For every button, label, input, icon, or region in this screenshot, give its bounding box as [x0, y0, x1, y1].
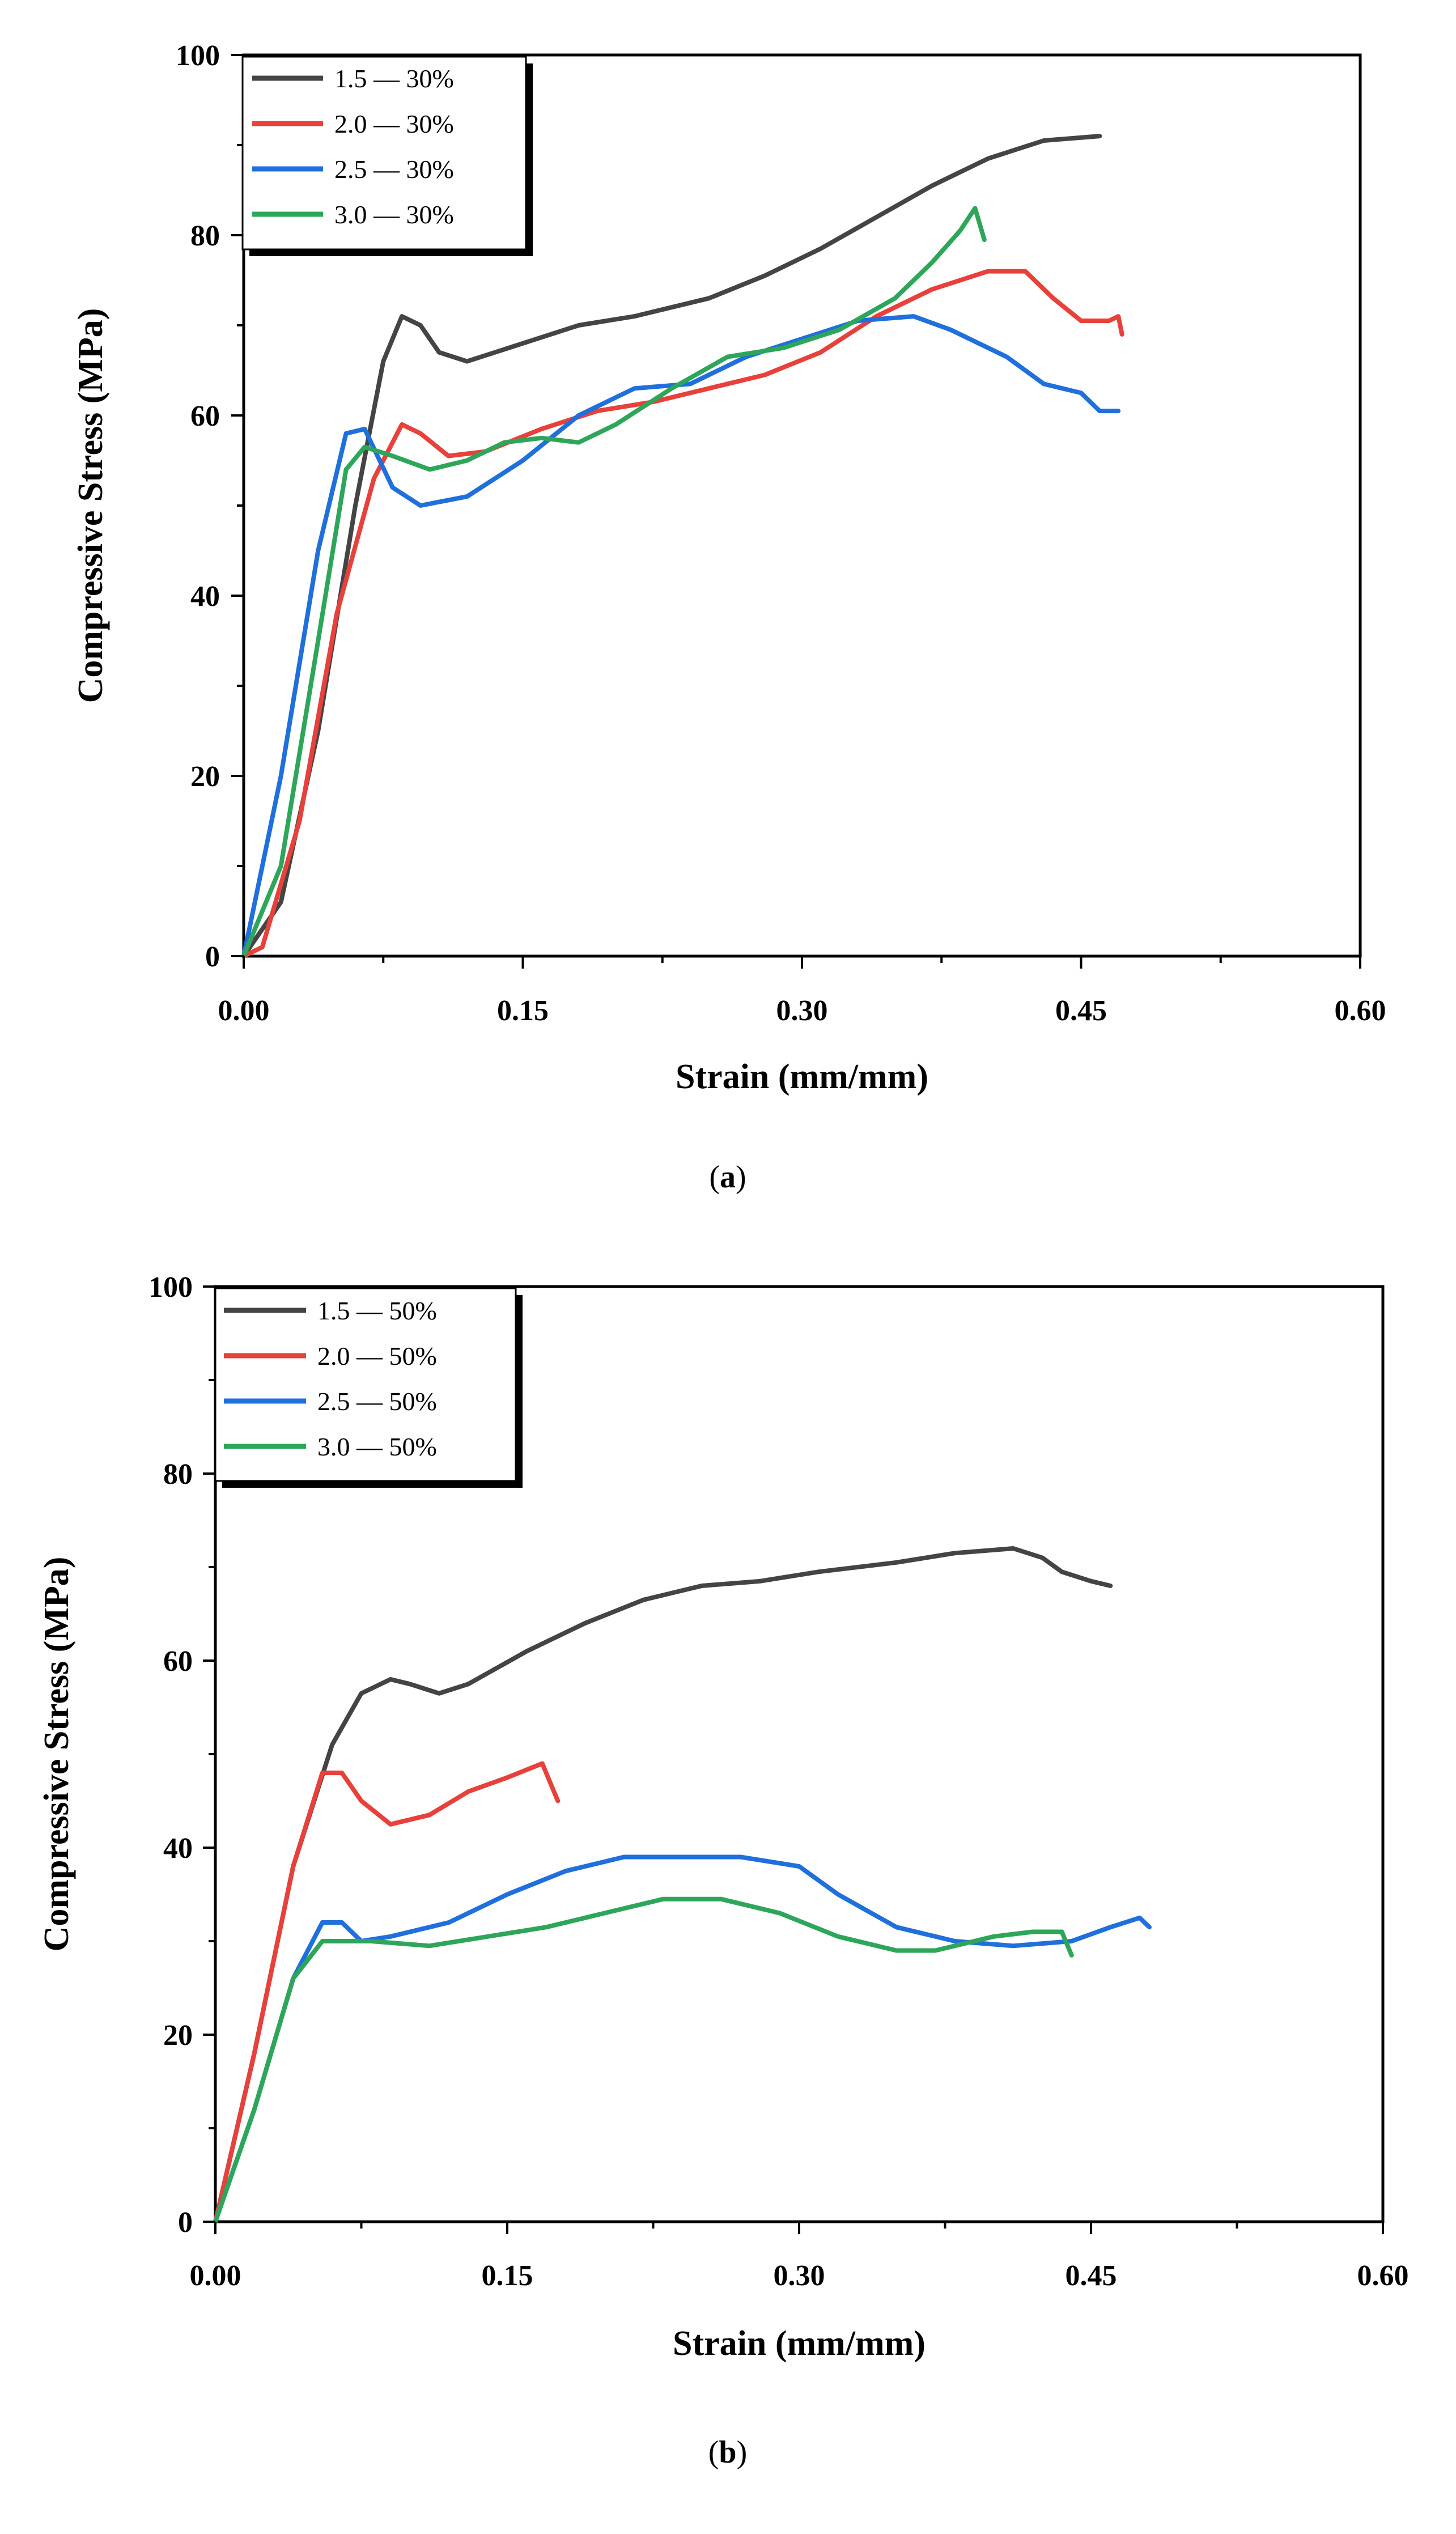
x-tick-label: 0.00	[190, 2260, 241, 2292]
y-axis-title: Compressive Stress (MPa)	[71, 308, 110, 703]
x-tick-label: 0.45	[1055, 995, 1107, 1027]
legend-label: 1.5 — 50%	[317, 1296, 437, 1325]
x-tick-label: 0.30	[776, 995, 828, 1027]
chart-panel-a: 0.00 0.15 0.30 0.45 0.60 0 20 40 60 80 1…	[71, 40, 1386, 1195]
series-line-0	[241, 134, 1102, 958]
tick-layer	[203, 1285, 1384, 2234]
series-line-0	[213, 1546, 1113, 2224]
chart-panel-b: 0.00 0.15 0.30 0.45 0.60 0 20 40 60 80 1…	[37, 1271, 1409, 2470]
legend-label: 2.5 — 50%	[317, 1387, 437, 1416]
x-axis-title: Strain (mm/mm)	[673, 2324, 926, 2363]
legend: 1.5 — 30% 2.0 — 30% 2.5 — 30% 3.0 — 30%	[241, 56, 533, 256]
tick-layer	[231, 54, 1361, 969]
y-tick-label: 0	[205, 941, 220, 973]
legend-label: 3.0 — 30%	[334, 200, 454, 229]
y-tick-label: 40	[163, 1832, 193, 1865]
legend-label: 1.5 — 30%	[334, 64, 454, 93]
series-line-3	[213, 1896, 1074, 2224]
series-layer	[241, 134, 1124, 958]
y-tick-label: 60	[163, 1645, 193, 1678]
x-tick-label: 0.15	[482, 2260, 533, 2292]
panel-caption: (b)	[708, 2435, 747, 2470]
series-line-3	[241, 206, 987, 958]
y-tick-label: 60	[190, 400, 220, 432]
x-tick-label: 0.60	[1357, 2260, 1409, 2292]
y-tick-label: 0	[178, 2206, 193, 2239]
y-tick-label: 20	[190, 761, 220, 793]
x-tick-label: 0.00	[218, 995, 270, 1027]
y-tick-label: 20	[163, 2019, 193, 2052]
y-axis-title: Compressive Stress (MPa)	[37, 1557, 76, 1952]
x-axis-title: Strain (mm/mm)	[676, 1058, 928, 1096]
x-tick-label: 0.15	[497, 995, 549, 1027]
x-tick-label: 0.60	[1335, 995, 1386, 1027]
legend: 1.5 — 50% 2.0 — 50% 2.5 — 50% 3.0 — 50%	[214, 1287, 523, 1488]
series-layer	[213, 1546, 1152, 2224]
legend-label: 3.0 — 50%	[317, 1432, 437, 1461]
x-tick-label: 0.30	[774, 2260, 825, 2292]
panel-caption: (a)	[709, 1160, 746, 1195]
y-tick-label: 80	[190, 220, 220, 252]
y-tick-label: 100	[148, 1271, 193, 1304]
legend-label: 2.0 — 50%	[317, 1342, 437, 1370]
x-tick-label: 0.45	[1066, 2260, 1117, 2292]
y-tick-label: 40	[190, 580, 220, 613]
legend-box	[241, 56, 527, 251]
series-line-2	[213, 1854, 1152, 2224]
series-line-1	[241, 269, 1124, 958]
series-line-1	[213, 1761, 561, 2224]
series-line-2	[241, 314, 1121, 958]
y-tick-label: 80	[163, 1458, 193, 1491]
legend-label: 2.0 — 30%	[334, 109, 454, 138]
legend-label: 2.5 — 30%	[334, 155, 454, 184]
y-tick-label: 100	[176, 40, 220, 72]
